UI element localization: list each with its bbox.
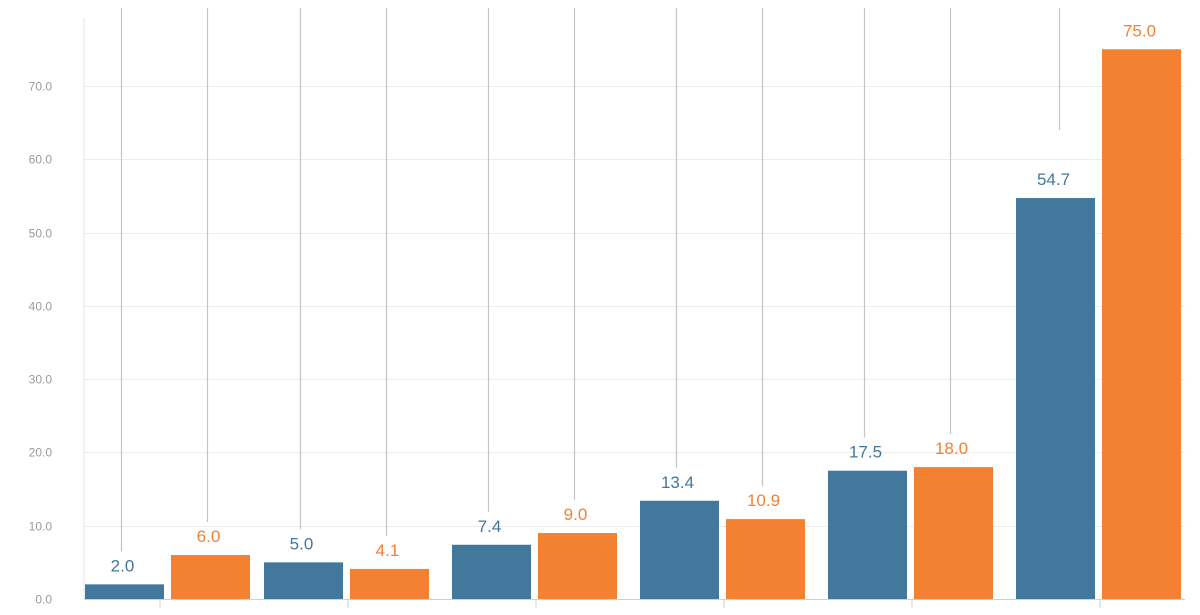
bar <box>171 555 250 599</box>
y-tick-label: 70.0 <box>29 80 53 94</box>
bars <box>85 49 1181 599</box>
bar-value-label: 13.4 <box>661 473 694 492</box>
bar <box>85 584 164 599</box>
y-tick-label: 20.0 <box>29 446 53 460</box>
bar <box>1016 198 1095 599</box>
bar-value-label: 7.4 <box>478 517 502 536</box>
bar <box>726 519 805 599</box>
bar-value-label: 6.0 <box>197 527 221 546</box>
bar <box>452 544 531 599</box>
bar <box>640 500 719 599</box>
bar-value-label: 54.7 <box>1037 170 1070 189</box>
y-tick-label: 40.0 <box>29 300 53 314</box>
bar-value-label: 17.5 <box>849 443 882 462</box>
bar-value-label: 10.9 <box>747 491 780 510</box>
bar <box>914 467 993 599</box>
y-tick-label: 0.0 <box>35 593 52 607</box>
bar-value-label: 4.1 <box>376 541 400 560</box>
y-tick-label: 10.0 <box>29 520 53 534</box>
bar <box>538 533 617 599</box>
y-tick-label: 50.0 <box>29 227 53 241</box>
y-axis: 0.0 10.0 20.0 30.0 40.0 50.0 60.0 70.0 <box>29 18 85 607</box>
bar <box>1102 49 1181 599</box>
bar <box>828 470 907 599</box>
bar-value-label: 18.0 <box>935 439 968 458</box>
y-tick-label: 30.0 <box>29 373 53 387</box>
bar-value-label: 75.0 <box>1123 21 1156 40</box>
bar-value-label: 9.0 <box>564 505 588 524</box>
grid-lines <box>84 86 1185 527</box>
leader-lines <box>120 8 1061 552</box>
bar-value-label: 5.0 <box>290 534 314 553</box>
y-tick-label: 60.0 <box>29 153 53 167</box>
bar <box>350 568 429 599</box>
bar-value-label: 2.0 <box>111 556 135 575</box>
value-labels: 2.0 5.0 7.4 13.4 17.5 54.7 6.0 4.1 9.0 10.9 18.0 75… <box>111 21 1156 575</box>
x-axis <box>84 599 1185 608</box>
bar <box>264 562 343 599</box>
